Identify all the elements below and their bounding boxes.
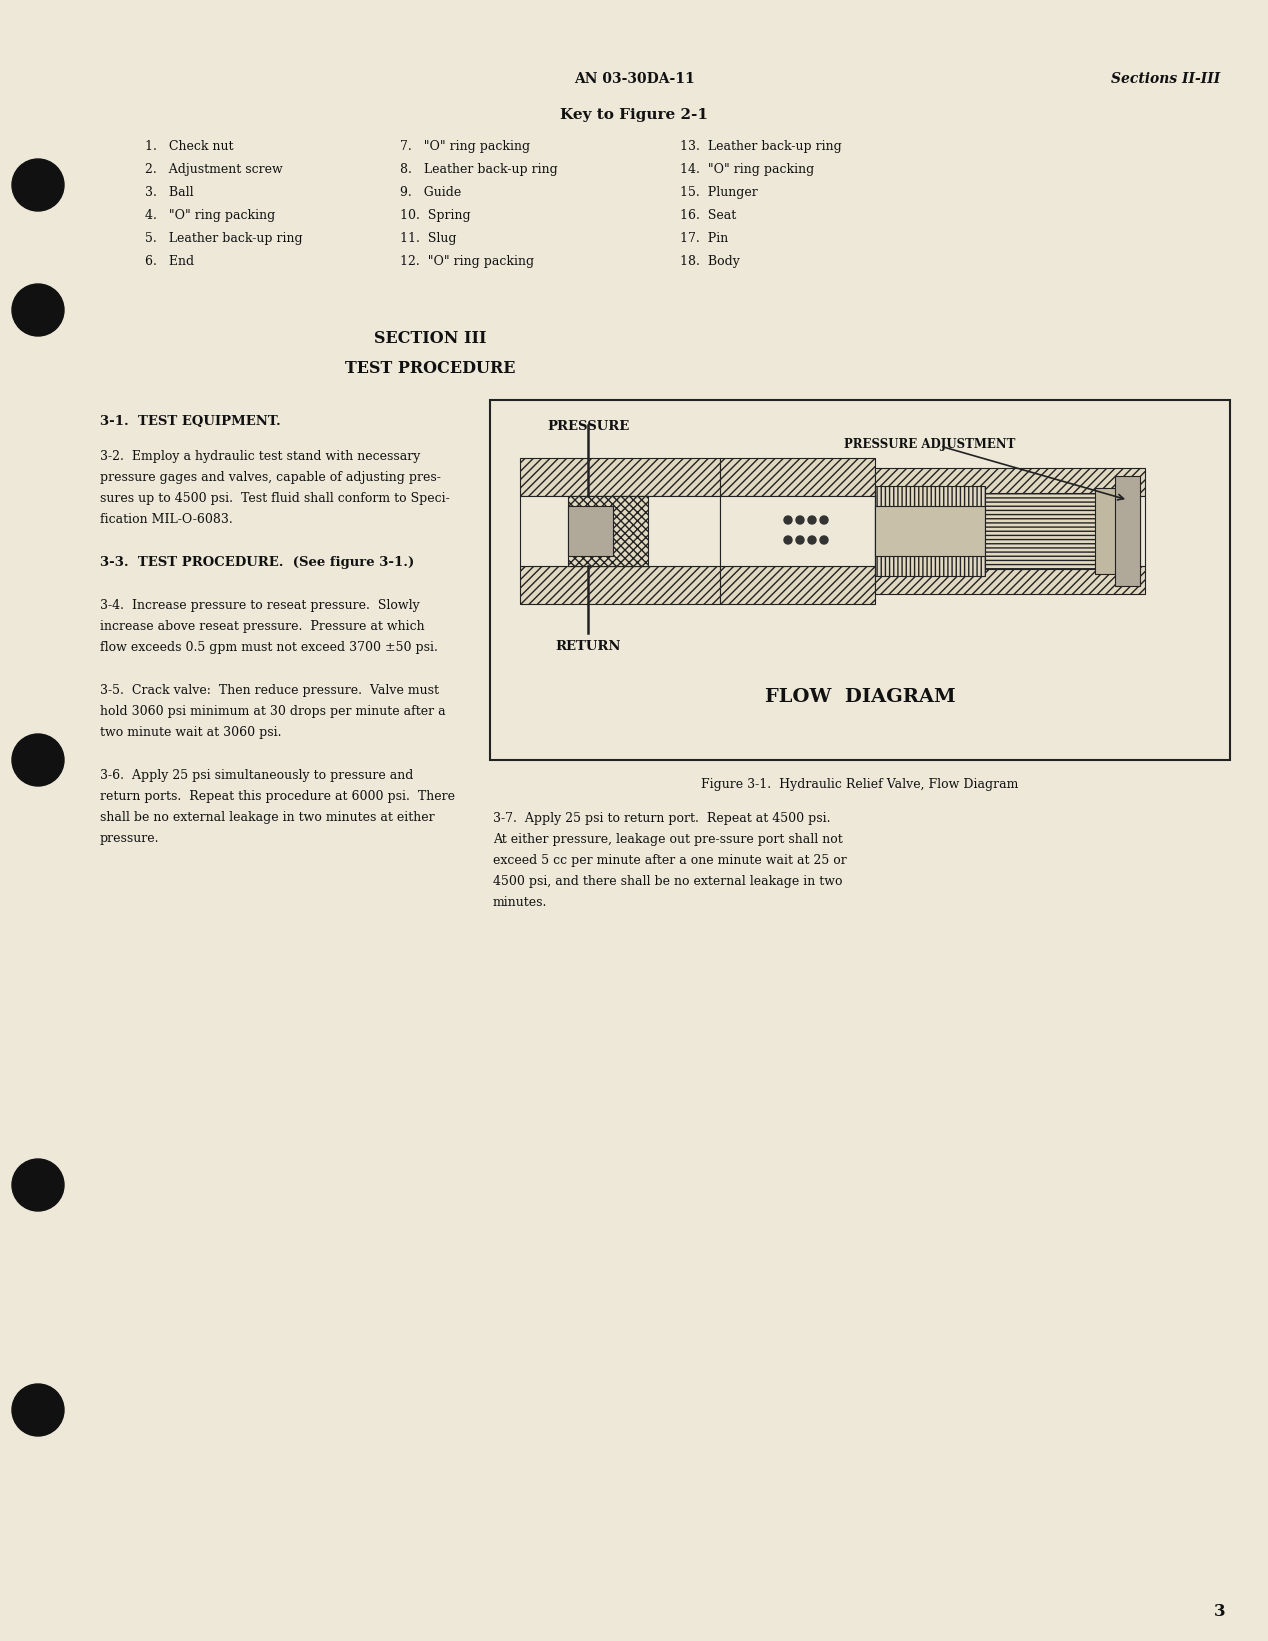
Circle shape [796,515,804,523]
Text: 3-2.  Employ a hydraulic test stand with necessary: 3-2. Employ a hydraulic test stand with … [100,450,421,463]
Circle shape [11,734,63,786]
Text: TEST PROCEDURE: TEST PROCEDURE [345,359,515,377]
Text: 3-5.  Crack valve:  Then reduce pressure.  Valve must: 3-5. Crack valve: Then reduce pressure. … [100,684,439,697]
Circle shape [11,159,63,212]
Circle shape [784,537,792,545]
Text: Sections II-III: Sections II-III [1111,72,1220,85]
Text: PRESSURE ADJUSTMENT: PRESSURE ADJUSTMENT [844,438,1016,451]
Text: At either pressure, leakage out pre­ssure port shall not: At either pressure, leakage out pre­ssur… [493,834,843,847]
Text: exceed 5 cc per minute after a one minute wait at 25 or: exceed 5 cc per minute after a one minut… [493,853,847,866]
Bar [489,400,1230,760]
Text: 4500 psi, and there shall be no external leakage in two: 4500 psi, and there shall be no external… [493,875,842,888]
Text: 3.   Ball: 3. Ball [145,185,194,199]
Circle shape [808,515,817,523]
Bar [520,566,720,604]
Text: two minute wait at 3060 psi.: two minute wait at 3060 psi. [100,725,281,738]
Bar [1096,487,1140,574]
Text: 3-4.  Increase pressure to reseat pressure.  Slowly: 3-4. Increase pressure to reseat pressur… [100,599,420,612]
Text: 10.  Spring: 10. Spring [399,208,470,222]
Text: 16.  Seat: 16. Seat [680,208,737,222]
Bar [875,496,1145,566]
Circle shape [11,1159,63,1211]
Text: 3-3.  TEST PROCEDURE.  (See figure 3-1.): 3-3. TEST PROCEDURE. (See figure 3-1.) [100,556,415,569]
Text: 3-1.  TEST EQUIPMENT.: 3-1. TEST EQUIPMENT. [100,415,280,428]
Bar [985,492,1115,569]
Text: 2.   Adjustment screw: 2. Adjustment screw [145,162,283,176]
Circle shape [820,515,828,523]
Text: increase above reseat pressure.  Pressure at which: increase above reseat pressure. Pressure… [100,620,425,633]
Bar [520,458,720,496]
Text: FLOW  DIAGRAM: FLOW DIAGRAM [765,688,955,706]
Text: 8.   Leather back-up ring: 8. Leather back-up ring [399,162,558,176]
Bar [875,505,985,556]
Text: AN 03-30DA-11: AN 03-30DA-11 [573,72,695,85]
Text: minutes.: minutes. [493,896,548,909]
Circle shape [784,515,792,523]
Text: 7.   "O" ring packing: 7. "O" ring packing [399,139,530,153]
Text: sures up to 4500 psi.  Test fluid shall conform to Speci-: sures up to 4500 psi. Test fluid shall c… [100,492,450,505]
Text: Key to Figure 2-1: Key to Figure 2-1 [560,108,708,121]
Text: shall be no external leakage in two minutes at either: shall be no external leakage in two minu… [100,811,435,824]
Circle shape [820,537,828,545]
Text: 3-6.  Apply 25 psi simultaneously to pressure and: 3-6. Apply 25 psi simultaneously to pres… [100,770,413,783]
Text: Figure 3-1.  Hydraulic Relief Valve, Flow Diagram: Figure 3-1. Hydraulic Relief Valve, Flow… [701,778,1018,791]
Bar [720,458,875,496]
Text: 3: 3 [1215,1603,1226,1620]
Text: RETURN: RETURN [555,640,621,653]
Circle shape [11,1383,63,1436]
Text: pressure.: pressure. [100,832,160,845]
Bar [875,468,1145,496]
Text: 18.  Body: 18. Body [680,254,739,267]
Text: 1.   Check nut: 1. Check nut [145,139,233,153]
Text: 13.  Leather back-up ring: 13. Leather back-up ring [680,139,842,153]
Bar [720,496,875,566]
Text: 14.  "O" ring packing: 14. "O" ring packing [680,162,814,176]
Bar [568,505,612,556]
Text: 4.   "O" ring packing: 4. "O" ring packing [145,208,275,222]
Text: 15.  Plunger: 15. Plunger [680,185,758,199]
Bar [1115,476,1140,586]
Circle shape [808,537,817,545]
Text: 11.  Slug: 11. Slug [399,231,456,245]
Text: fication MIL-O-6083.: fication MIL-O-6083. [100,514,233,527]
Bar [568,496,648,566]
Circle shape [796,537,804,545]
Bar [520,496,720,566]
Text: return ports.  Repeat this procedure at 6000 psi.  There: return ports. Repeat this procedure at 6… [100,789,455,802]
Text: 9.   Guide: 9. Guide [399,185,462,199]
Text: pressure gages and valves, capable of adjusting pres-: pressure gages and valves, capable of ad… [100,471,441,484]
Text: 5.   Leather back-up ring: 5. Leather back-up ring [145,231,303,245]
Text: 12.  "O" ring packing: 12. "O" ring packing [399,254,534,267]
Circle shape [11,284,63,336]
Bar [875,566,1145,594]
Text: hold 3060 psi minimum at 30 drops per minute after a: hold 3060 psi minimum at 30 drops per mi… [100,706,445,719]
Text: flow exceeds 0.5 gpm must not exceed 3700 ±50 psi.: flow exceeds 0.5 gpm must not exceed 370… [100,642,437,655]
Bar [875,486,985,576]
Text: 6.   End: 6. End [145,254,194,267]
Text: PRESSURE: PRESSURE [547,420,629,433]
Text: SECTION III: SECTION III [374,330,486,346]
Bar [720,566,875,604]
Text: 17.  Pin: 17. Pin [680,231,728,245]
Text: 3-7.  Apply 25 psi to return port.  Repeat at 4500 psi.: 3-7. Apply 25 psi to return port. Repeat… [493,812,831,825]
